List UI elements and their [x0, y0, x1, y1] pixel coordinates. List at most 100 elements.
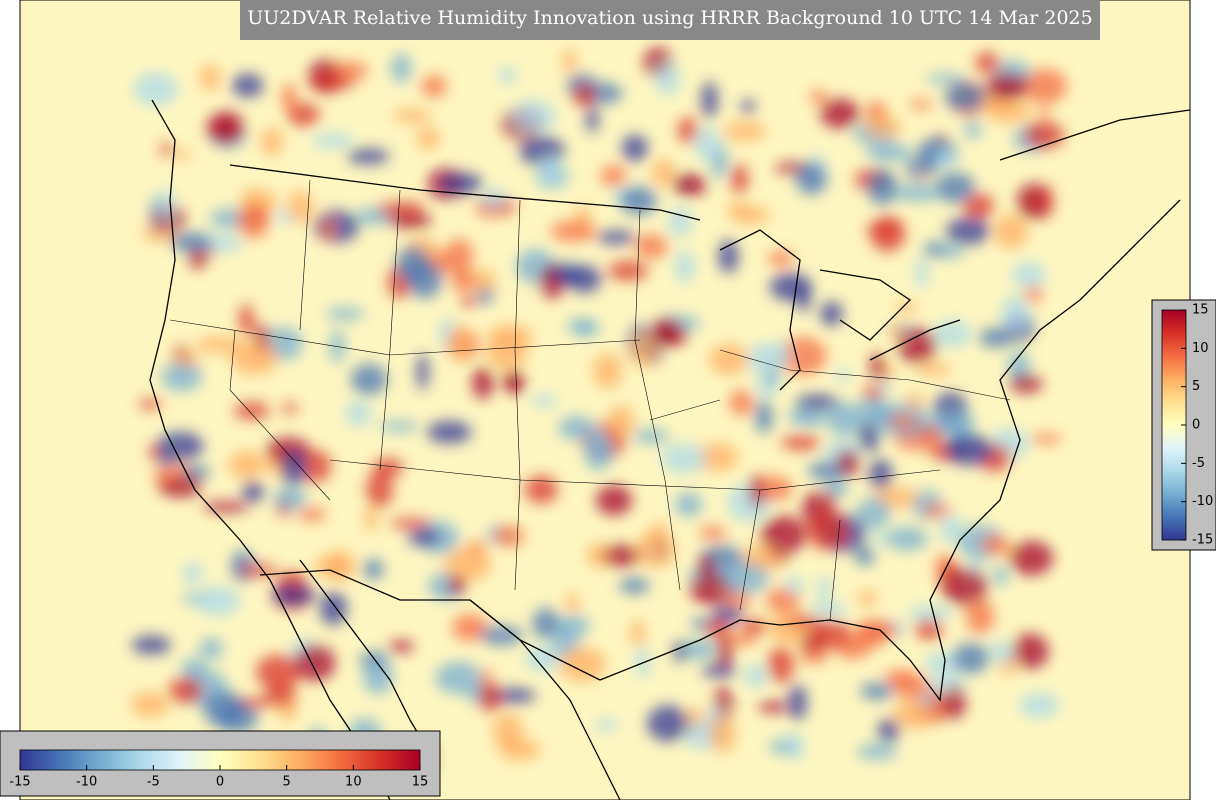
- tick-label: 10: [345, 775, 362, 790]
- texture-blob: [965, 599, 995, 634]
- texture-blob: [877, 718, 900, 743]
- texture-blob: [1023, 68, 1067, 104]
- texture-blob: [539, 155, 562, 186]
- texture-blob: [825, 478, 848, 499]
- texture-blob: [346, 148, 390, 165]
- texture-blob: [189, 252, 206, 269]
- texture-blob: [673, 640, 687, 663]
- texture-blob: [765, 587, 801, 613]
- texture-blob: [255, 654, 302, 690]
- texture-blob: [480, 625, 524, 646]
- texture-blob: [893, 673, 930, 700]
- texture-blob: [633, 429, 670, 444]
- texture-blob: [131, 635, 172, 655]
- texture-blob: [675, 249, 695, 283]
- texture-blob: [287, 190, 314, 224]
- st-lawrence: [999, 109, 1190, 161]
- texture-blob: [661, 443, 707, 474]
- texture-blob: [858, 590, 877, 607]
- texture-blob: [196, 336, 244, 353]
- texture-blob: [908, 605, 952, 622]
- texture-blob: [345, 400, 372, 427]
- tick-label: 0: [1192, 418, 1200, 433]
- innovation-field: [130, 47, 1067, 774]
- texture-blob: [619, 577, 650, 595]
- texture-blob: [855, 545, 875, 566]
- texture-blob: [324, 550, 355, 582]
- texture-blob: [228, 451, 266, 479]
- texture-blob: [963, 193, 995, 219]
- texture-blob: [935, 172, 975, 204]
- texture-blob: [787, 684, 808, 721]
- texture-blob: [1025, 285, 1043, 304]
- texture-blob: [718, 239, 739, 274]
- texture-blob: [550, 220, 596, 242]
- texture-blob: [865, 116, 902, 139]
- texture-blob: [628, 330, 660, 367]
- texture-blob: [231, 73, 264, 98]
- texture-blob: [331, 61, 369, 81]
- texture-blob: [396, 245, 430, 284]
- texture-blob: [820, 301, 843, 327]
- texture-blob: [572, 84, 596, 107]
- texture-blob: [765, 365, 781, 389]
- texture-blob: [806, 512, 850, 550]
- texture-blob: [448, 576, 465, 596]
- texture-blob: [993, 565, 1008, 586]
- texture-blob: [944, 685, 966, 720]
- texture-blob: [298, 507, 326, 522]
- texture-blob: [923, 504, 951, 518]
- texture-blob: [481, 188, 507, 210]
- texture-blob: [207, 111, 244, 145]
- texture-blob: [593, 352, 623, 389]
- texture-blob: [730, 163, 749, 195]
- texture-blob: [887, 414, 919, 428]
- texture-blob: [460, 295, 478, 307]
- texture-blob: [1001, 295, 1030, 334]
- texture-blob: [808, 461, 845, 481]
- texture-blob: [800, 647, 829, 664]
- texture-blob: [862, 385, 884, 400]
- texture-blob: [295, 644, 336, 682]
- texture-blob: [758, 701, 789, 713]
- texture-blob: [1009, 540, 1054, 576]
- texture-blob: [945, 217, 991, 245]
- texture-blob: [389, 517, 435, 529]
- texture-blob: [264, 683, 296, 707]
- texture-blob: [869, 215, 906, 252]
- title-box: [240, 0, 1100, 40]
- texture-blob: [584, 433, 613, 471]
- texture-blob: [781, 435, 822, 451]
- texture-blob: [651, 159, 676, 187]
- texture-blob: [975, 52, 1000, 74]
- colorbars: -15 -10 -5 0 5 10 15 -15 -10 -5 0 5 10 15: [9, 303, 1213, 790]
- texture-blob: [366, 470, 394, 508]
- texture-blob: [858, 420, 880, 453]
- texture-blob: [1012, 261, 1045, 290]
- baja-coast: [299, 559, 441, 771]
- texture-blob: [494, 525, 525, 547]
- texture-blob: [674, 492, 703, 517]
- texture-blob: [362, 659, 393, 695]
- texture-blob: [749, 343, 772, 375]
- texture-blob: [835, 368, 850, 383]
- texture-blob: [708, 343, 749, 375]
- texture-blob: [677, 117, 698, 144]
- texture-blob: [945, 434, 994, 466]
- texture-blob: [241, 481, 265, 503]
- texture-blob: [866, 142, 910, 162]
- texture-blob: [444, 546, 491, 582]
- texture-blob: [634, 532, 676, 568]
- texture-blob: [388, 640, 415, 653]
- texture-blob: [260, 127, 283, 157]
- texture-blob: [723, 121, 766, 142]
- texture-blob: [472, 366, 494, 400]
- texture-blob: [1009, 374, 1043, 393]
- texture-blob: [699, 525, 727, 540]
- texture-blob: [562, 48, 577, 73]
- texture-blob: [377, 201, 426, 217]
- texture-blob: [168, 677, 203, 704]
- texture-blob: [565, 593, 580, 613]
- texture-blob: [199, 63, 221, 92]
- texture-blob: [1040, 185, 1053, 218]
